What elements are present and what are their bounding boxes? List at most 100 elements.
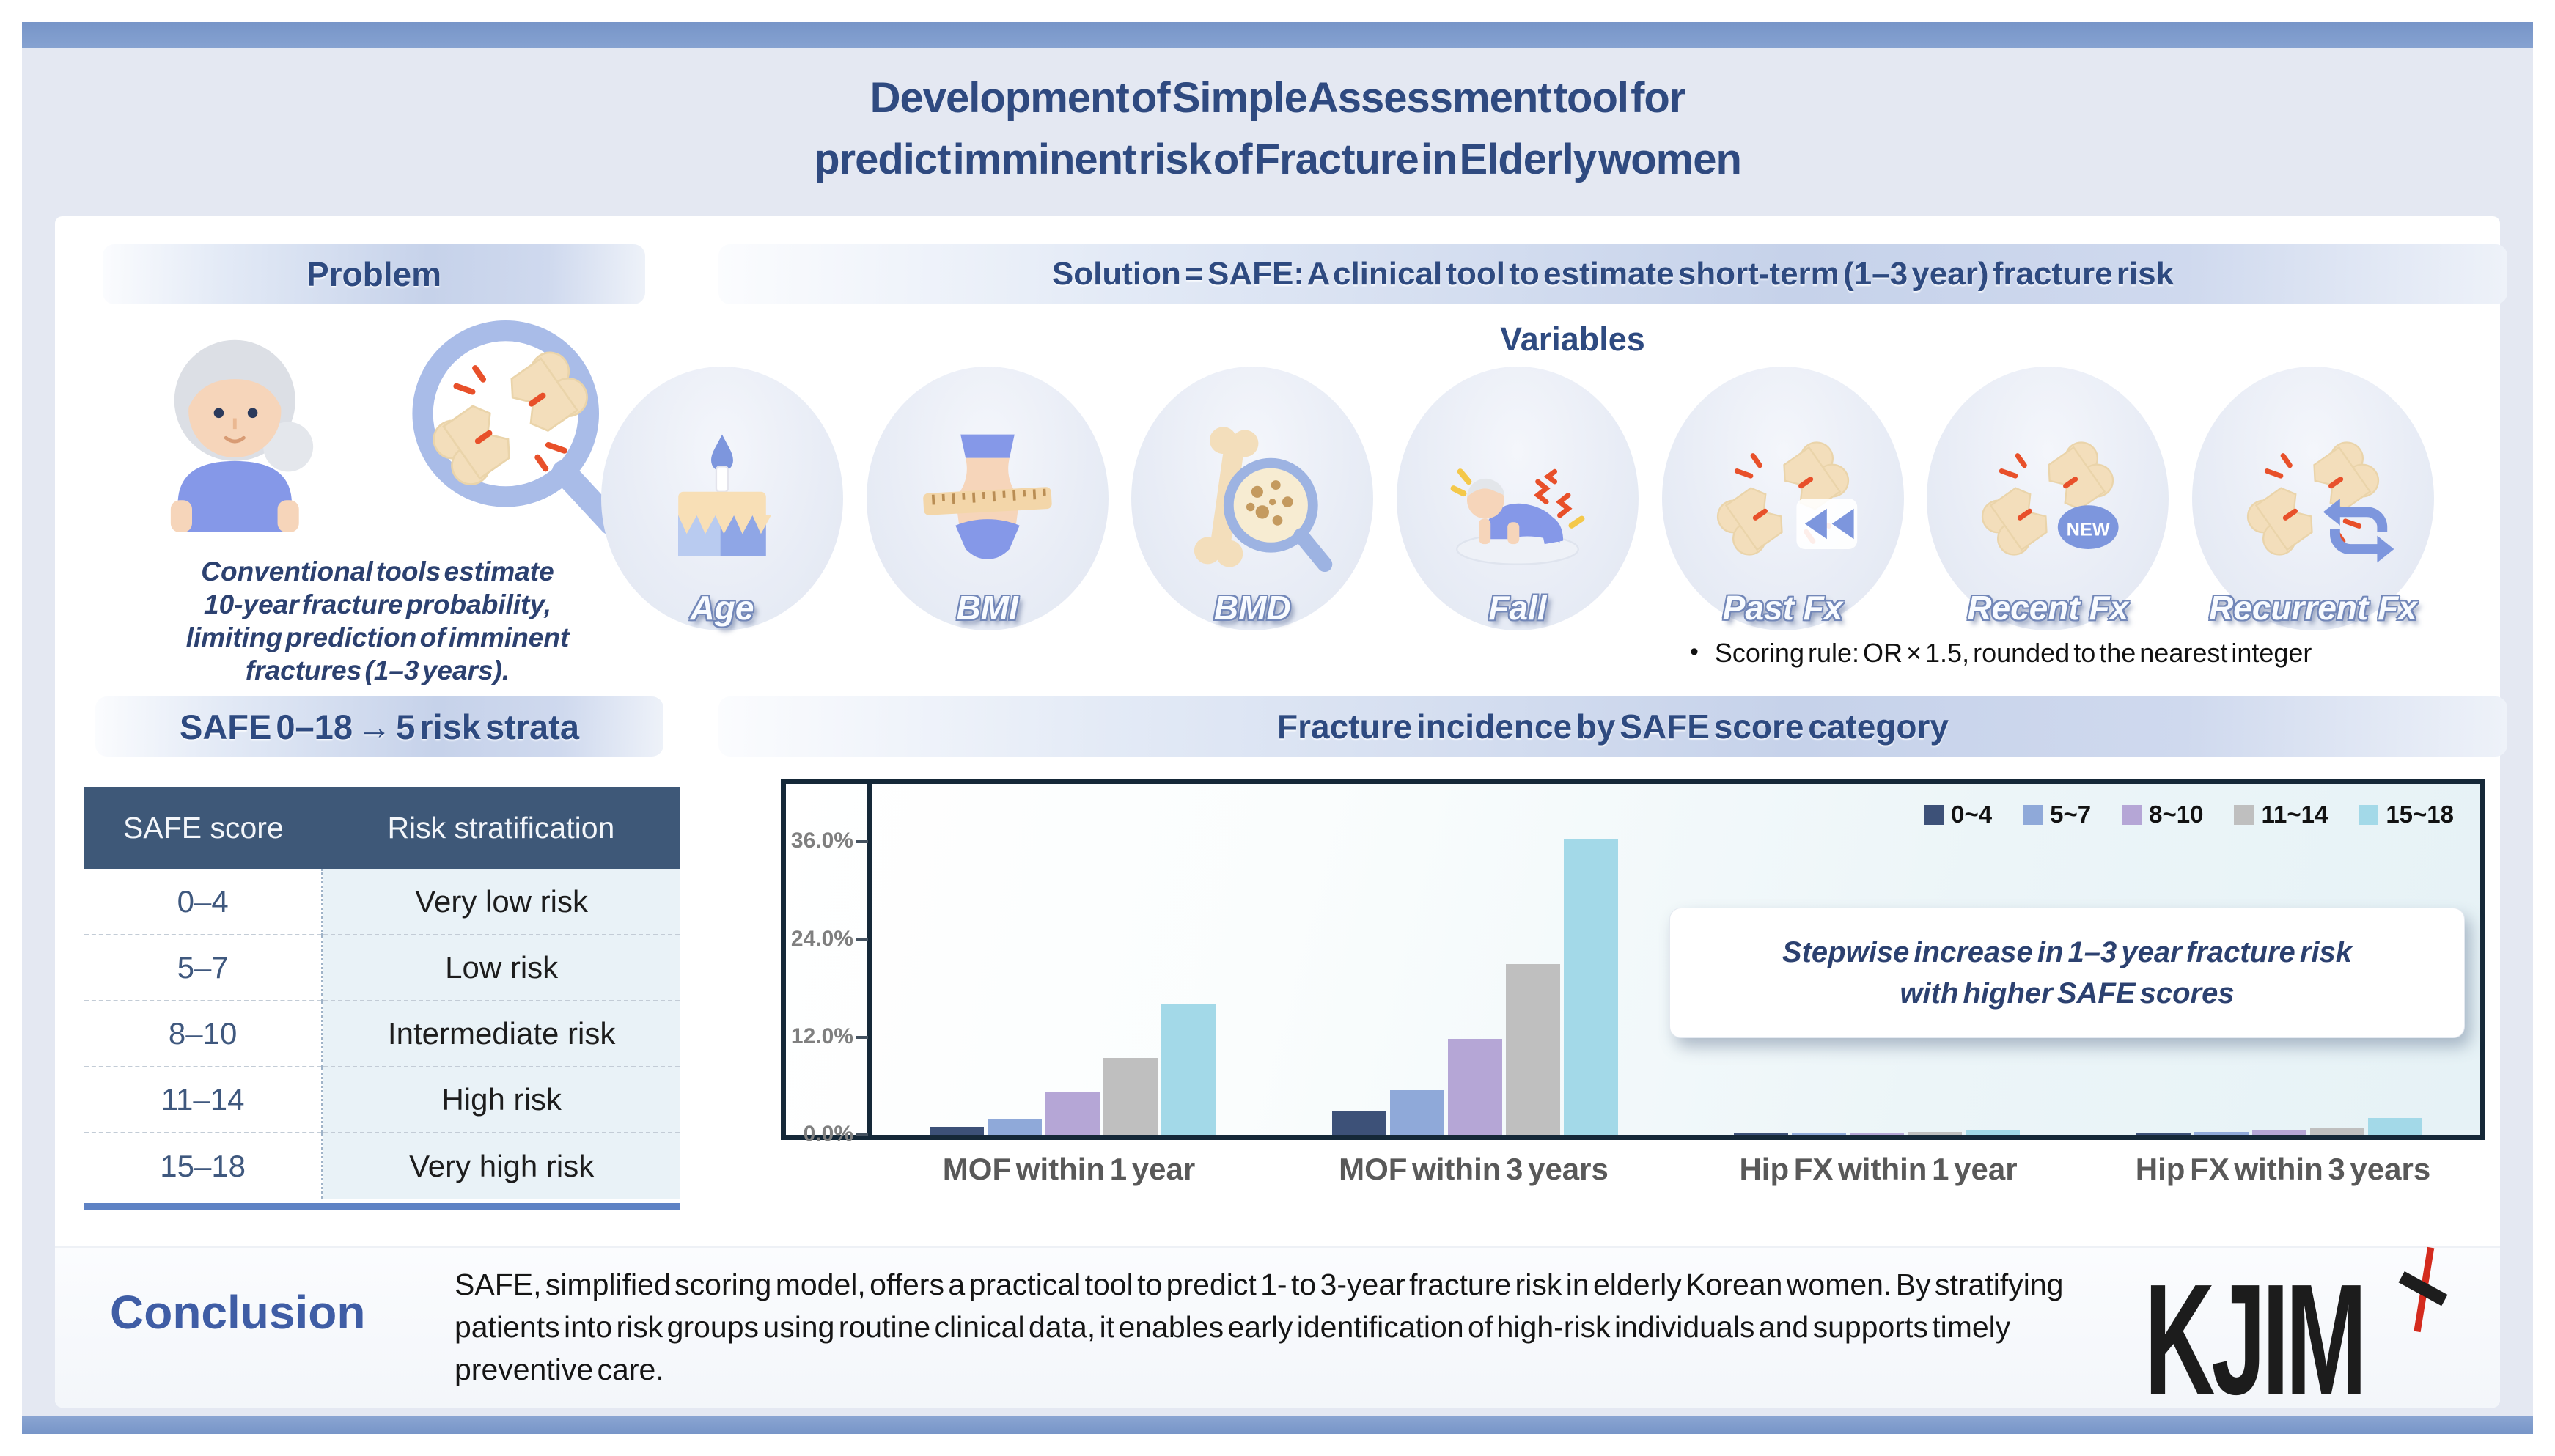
table-column-header: SAFE score	[84, 787, 323, 869]
risk-cell: Very high risk	[322, 1132, 680, 1199]
bar	[1908, 1131, 1963, 1135]
risk-strata-table: SAFE score Risk stratification 0–4 Very low…	[84, 787, 680, 1199]
chart-heading: Fracture incidence by SAFE score categor…	[718, 696, 2507, 757]
variables-label: Variables	[1500, 320, 1645, 358]
callout-line-1: Stepwise increase in 1–3 year fracture r…	[1782, 936, 2353, 968]
title-line-1: Development of Simple Assessment tool fo…	[870, 74, 1686, 122]
birthday-cake-icon	[601, 367, 843, 630]
category-label: Hip FX within 3 years	[2135, 1152, 2431, 1186]
plot-area	[867, 784, 2480, 1135]
y-axis-tick-label: 24.0%	[790, 926, 853, 951]
content-panel: Problem Conventional tools estimate 10-ye…	[55, 216, 2507, 1427]
y-axis-tick-mark	[856, 938, 868, 941]
conclusion-heading: Conclusion	[110, 1286, 366, 1339]
bar	[2251, 1130, 2306, 1135]
category-label: MOF within 1 year	[942, 1152, 1196, 1186]
solution-heading: Solution = SAFE: A clinical tool to esti…	[718, 244, 2507, 304]
safe-score-cell: 8–10	[84, 1000, 324, 1067]
variable-item: Recurrent Fx	[2191, 367, 2434, 656]
legend-item: 11~14	[2234, 801, 2328, 828]
safe-score-cell: 5–7	[84, 934, 324, 1001]
variable-item: Age	[601, 367, 843, 656]
variable-item: BMI	[866, 367, 1109, 656]
bar	[988, 1119, 1043, 1135]
variable-label: Past Fx	[1722, 589, 1843, 627]
legend-item: 5~7	[2023, 801, 2091, 828]
variable-label: BMD	[1213, 589, 1291, 627]
variable-item: NEW Recent Fx	[1927, 367, 2169, 656]
problem-heading: Problem	[103, 244, 645, 304]
recent-fracture-icon: NEW	[1927, 367, 2169, 630]
slide-background: Development of Simple Assessment tool fo…	[22, 22, 2533, 1434]
problem-text-line: Conventional tools estimate	[201, 556, 554, 587]
y-axis-tick-label: 36.0%	[790, 828, 853, 853]
table-row: 8–10 Intermediate risk	[84, 1000, 680, 1067]
bar-group	[872, 784, 1274, 1135]
risk-cell: Low risk	[322, 934, 680, 1001]
falling-person-icon	[1396, 367, 1639, 630]
bar-group	[2078, 784, 2481, 1135]
legend-swatch	[2122, 804, 2142, 825]
bar	[1850, 1133, 1905, 1135]
chart-category-labels: MOF within 1 year MOF within 3 years Hip F…	[867, 1152, 2485, 1187]
legend-swatch	[2359, 804, 2379, 825]
variable-item: Past Fx	[1661, 367, 1904, 656]
bullet-icon: •	[1690, 638, 1699, 666]
bar	[2194, 1132, 2249, 1135]
variable-label: Fall	[1488, 589, 1547, 627]
legend-label: 8~10	[2149, 801, 2204, 828]
kjim-star-icon	[2398, 1246, 2448, 1333]
legend-swatch	[1924, 804, 1944, 825]
strata-heading: SAFE 0–18 → 5 risk strata	[95, 696, 663, 757]
callout-line-2: with higher SAFE scores	[1900, 977, 2235, 1010]
problem-text-line: fractures (1–3 years).	[245, 655, 510, 686]
table-row: 0–4 Very low risk	[84, 869, 680, 935]
legend-item: 15~18	[2359, 801, 2454, 828]
chart-legend: 0~4 5~7 8~10 11~14 15~18	[1924, 801, 2454, 828]
bar	[930, 1126, 985, 1135]
table-row: 11–14 High risk	[84, 1066, 680, 1133]
conclusion-text: SAFE, simplified scoring model, offers a…	[455, 1268, 2064, 1387]
legend-item: 0~4	[1924, 801, 1992, 828]
risk-cell: Very low risk	[322, 869, 680, 935]
problem-illustration	[117, 308, 645, 557]
bar	[1792, 1133, 1847, 1135]
safe-score-cell: 15–18	[84, 1132, 324, 1199]
scoring-rule-text: Scoring rule: OR × 1.5, rounded to the n…	[1714, 638, 2312, 668]
table-row: 15–18 Very high risk	[84, 1132, 680, 1199]
variables-row: Age BMI BMD Fall	[601, 367, 2434, 656]
bar	[1389, 1089, 1444, 1135]
bar	[1045, 1092, 1100, 1135]
y-axis-tick-mark	[856, 840, 868, 844]
problem-text: Conventional tools estimate 10-year fract…	[55, 555, 700, 688]
safe-score-cell: 0–4	[84, 869, 324, 935]
bar	[1331, 1110, 1386, 1135]
variable-label: Recurrent Fx	[2209, 589, 2417, 627]
legend-item: 8~10	[2122, 801, 2203, 828]
bar	[1103, 1057, 1158, 1135]
kjim-logo-text: KJIM	[2144, 1251, 2367, 1427]
legend-label: 0~4	[1951, 801, 1993, 828]
variable-label: Age	[690, 589, 754, 627]
y-axis-tick-mark	[856, 1133, 868, 1136]
title-line-2: predict imminent risk of Fracture in Eld…	[814, 136, 1742, 184]
category-label: MOF within 3 years	[1339, 1152, 1609, 1186]
svg-text:NEW: NEW	[2067, 520, 2110, 540]
past-fracture-icon	[1661, 367, 1904, 630]
problem-text-line: limiting prediction of imminent	[185, 622, 570, 653]
body-measure-icon	[866, 367, 1109, 630]
legend-label: 15~18	[2386, 801, 2454, 828]
bar	[1447, 1039, 1502, 1135]
y-axis-tick-label: 0.0%	[803, 1122, 853, 1146]
bar	[1161, 1004, 1216, 1135]
bar	[2136, 1133, 2191, 1135]
fracture-incidence-chart: 0~4 5~7 8~10 11~14 15~18 Stepwise increase i…	[781, 779, 2485, 1146]
table-bottom-rule	[84, 1203, 680, 1210]
safe-score-cell: 11–14	[84, 1066, 324, 1133]
bar	[2309, 1128, 2364, 1135]
variable-item: BMD	[1131, 367, 1374, 656]
bar-group	[1274, 784, 1677, 1135]
bone-density-icon	[1131, 367, 1374, 630]
bar	[1505, 963, 1560, 1135]
